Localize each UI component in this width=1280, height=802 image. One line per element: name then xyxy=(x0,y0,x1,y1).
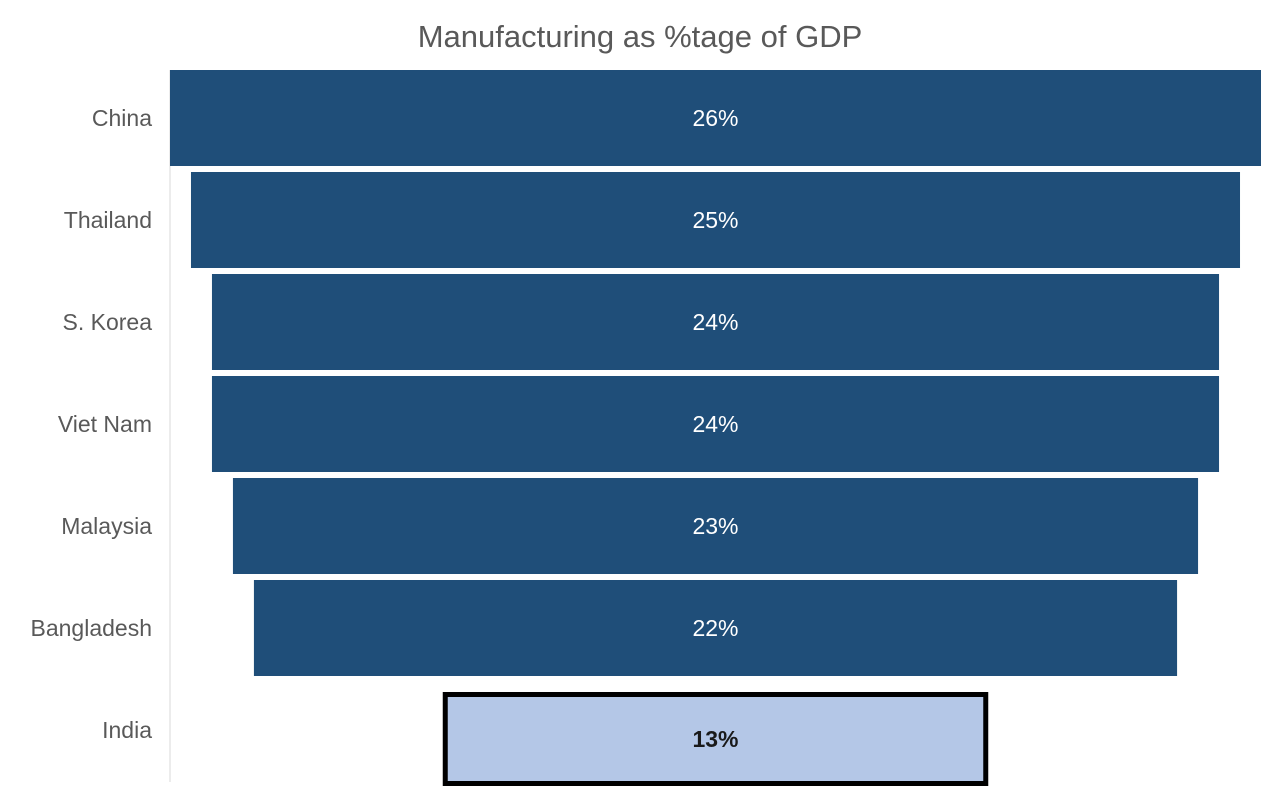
data-label: 25% xyxy=(692,207,738,233)
chart-title: Manufacturing as %tage of GDP xyxy=(418,19,863,54)
bar xyxy=(211,376,1220,472)
bar-group: China 26% Thailand 25% S. Korea 24% Viet Nam 24… xyxy=(31,70,1261,786)
data-label: 26% xyxy=(692,105,738,131)
data-label: 24% xyxy=(692,309,738,335)
data-label: 23% xyxy=(692,513,738,539)
bar xyxy=(253,580,1178,676)
category-label: Viet Nam xyxy=(58,411,152,437)
bar xyxy=(170,70,1261,166)
data-label: 13% xyxy=(692,726,738,752)
category-label: India xyxy=(102,717,152,743)
highlighted-bar xyxy=(442,692,989,786)
category-label: Bangladesh xyxy=(31,615,153,641)
category-label: Malaysia xyxy=(61,513,152,539)
bar xyxy=(211,274,1220,370)
bar xyxy=(190,172,1241,268)
bar xyxy=(232,478,1199,574)
data-label: 24% xyxy=(692,411,738,437)
data-label: 22% xyxy=(692,615,738,641)
category-label: Thailand xyxy=(64,207,152,233)
category-label: S. Korea xyxy=(63,309,153,335)
category-label: China xyxy=(92,105,152,131)
